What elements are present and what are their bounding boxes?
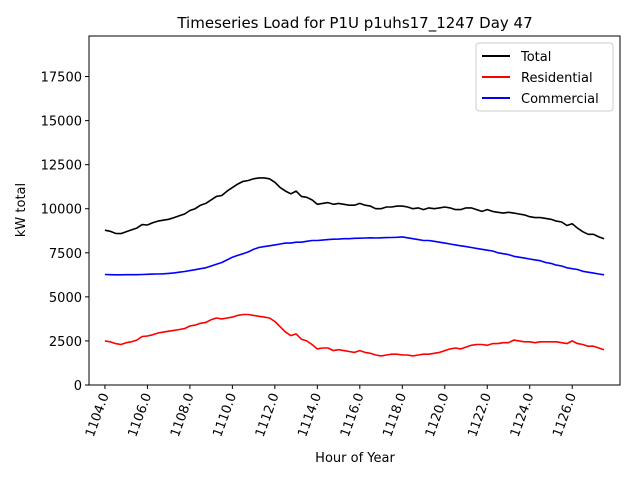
legend-label-residential: Residential	[521, 71, 593, 86]
chart-title: Timeseries Load for P1U p1uhs17_1247 Day…	[176, 14, 532, 33]
y-tick-label: 10000	[41, 203, 82, 218]
y-tick-label: 2500	[49, 335, 82, 350]
y-axis-label: kW total	[14, 183, 29, 237]
series-line-total	[104, 177, 605, 240]
y-tick-label: 17500	[41, 71, 82, 86]
y-tick-label: 5000	[49, 291, 82, 306]
legend: Total Residential Commercial	[475, 42, 614, 112]
y-tick-label: 15000	[41, 115, 82, 130]
legend-label-commercial: Commercial	[521, 92, 599, 107]
series-line-commercial	[104, 236, 605, 276]
series-lines	[104, 177, 605, 357]
legend-box	[475, 42, 614, 112]
y-tick-label: 0	[74, 379, 82, 394]
series-line-residential	[104, 313, 605, 357]
y-tick-label: 12500	[41, 159, 82, 174]
legend-label-total: Total	[520, 50, 551, 65]
x-axis-label: Hour of Year	[315, 451, 395, 466]
y-tick-label: 7500	[49, 247, 82, 262]
y-axis-ticks: 0 2500 5000 7500 10000 12500 15000 17500	[41, 71, 89, 394]
